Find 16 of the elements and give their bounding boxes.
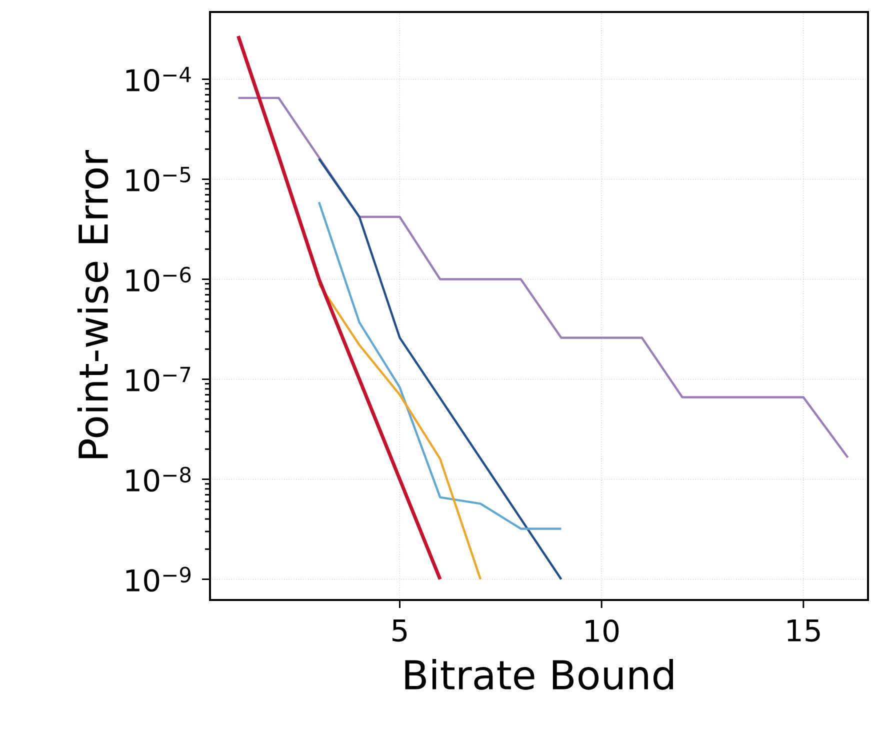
y-axis-title: Point-wise Error [77,150,108,458]
line-series [236,34,442,581]
y-tick-label: 10$^{−9}$ [126,566,191,592]
line-series [237,96,849,459]
y-tick-label: 10$^{−6}$ [126,266,191,292]
x-axis-title: Bitrate Bound [405,658,673,690]
x-tick-label: 10 [586,620,619,642]
x-tick-label: 15 [788,620,820,642]
y-tick-label: 10$^{−5}$ [126,166,190,192]
y-tick-label: 10$^{−7}$ [126,366,190,392]
line-series [318,201,562,530]
line-series [318,282,482,580]
x-tick-label: 5 [392,620,407,642]
y-tick-label: 10$^{−8}$ [126,466,191,492]
y-tick-label: 10$^{−4}$ [126,66,191,92]
line-series [318,158,562,580]
